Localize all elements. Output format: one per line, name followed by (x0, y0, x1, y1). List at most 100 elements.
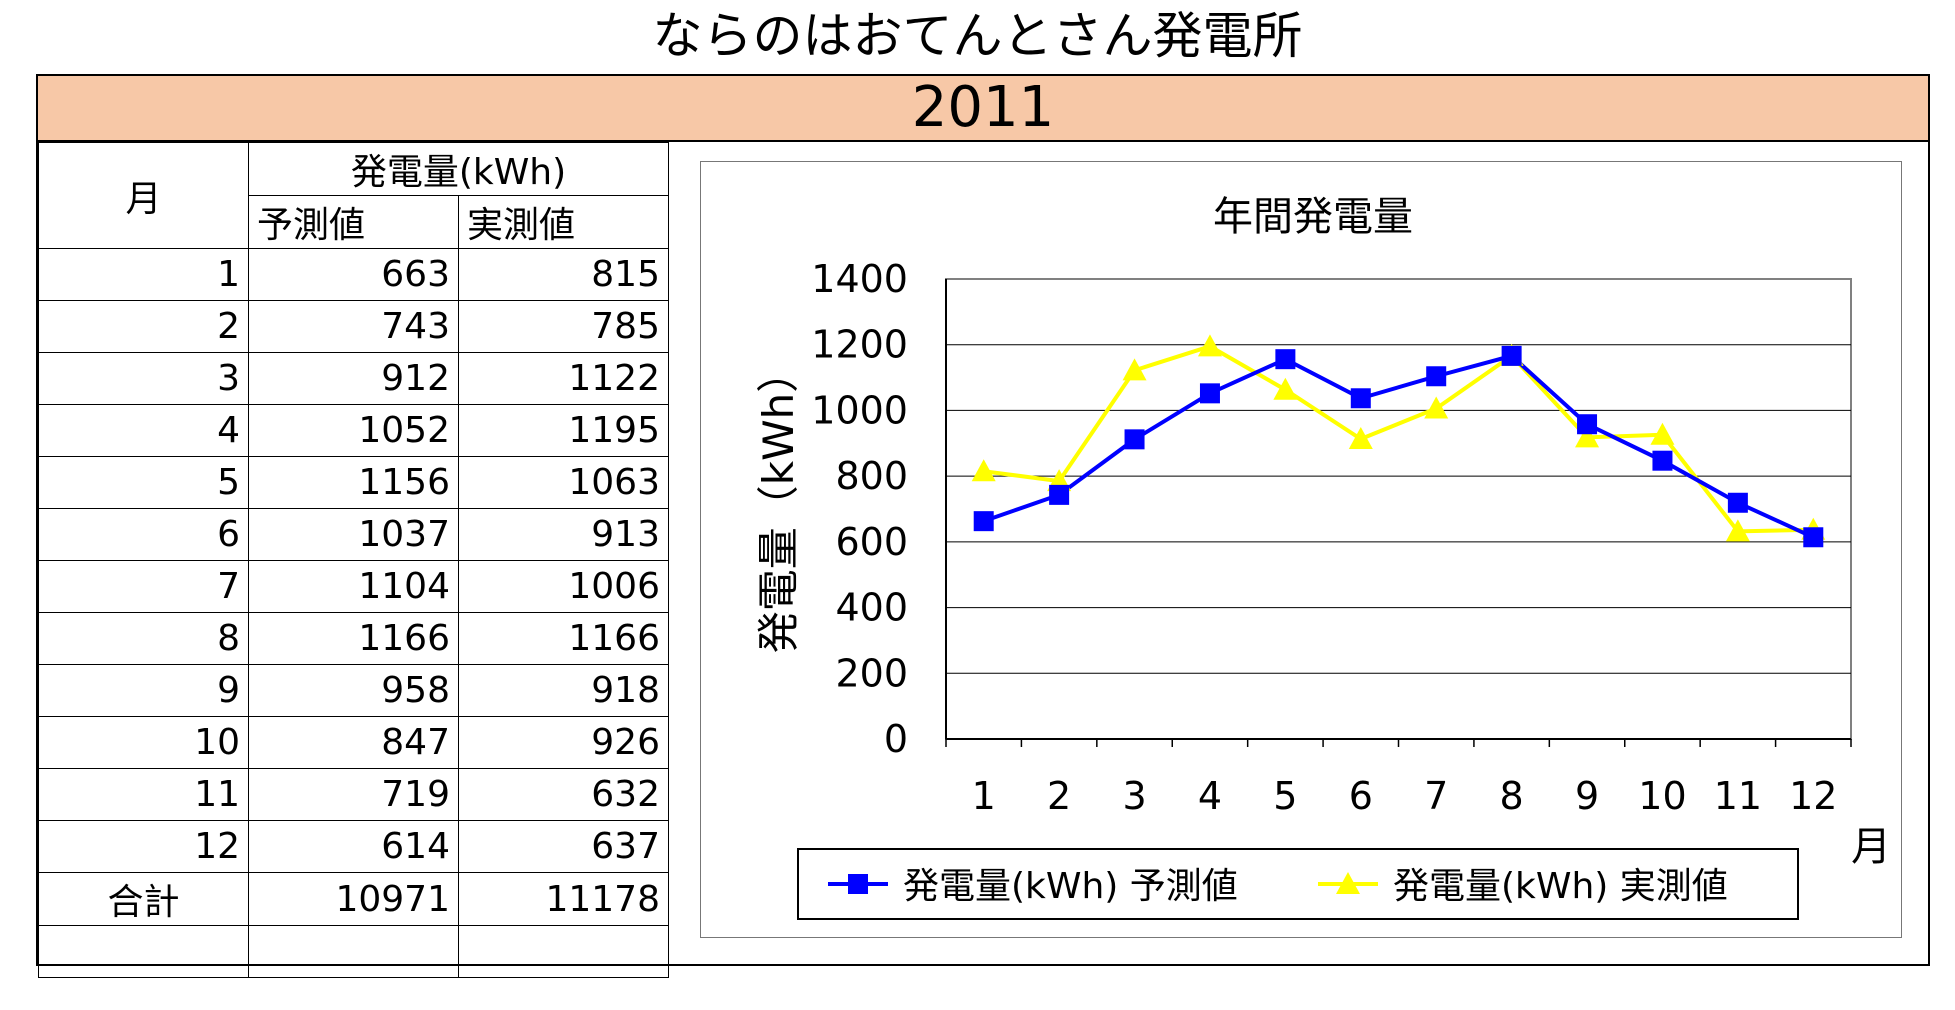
actual-cell: 1006 (458, 560, 669, 613)
forecast-cell: 1156 (248, 456, 459, 509)
data-point-forecast (1049, 484, 1070, 505)
y-axis-label: 発電量（kWh） (754, 351, 803, 653)
actual-cell: 1195 (458, 404, 669, 457)
data-point-actual (1725, 519, 1750, 542)
x-tick-label: 1 (972, 774, 996, 818)
x-tick-label: 8 (1500, 774, 1524, 818)
empty-row (38, 925, 677, 978)
total-actual: 11178 (458, 872, 669, 926)
x-tick-label: 6 (1349, 774, 1373, 818)
forecast-cell: 614 (248, 820, 459, 873)
forecast-cell: 663 (248, 248, 459, 301)
data-point-forecast (1577, 414, 1598, 435)
table-row: 2 743 785 (38, 300, 677, 353)
month-cell: 12 (38, 820, 249, 873)
actual-cell: 913 (458, 508, 669, 561)
x-tick-label: 3 (1122, 774, 1146, 818)
data-point-forecast (1350, 388, 1371, 409)
data-table: 月 発電量(kWh) 予測値 実測値 1 663 815 2 743 785 3 912 112… (38, 142, 677, 978)
data-point-forecast (1426, 366, 1447, 387)
legend-label: 発電量(kWh) 予測値 (903, 866, 1238, 907)
x-tick-label: 12 (1789, 774, 1837, 818)
y-tick-label: 200 (835, 651, 908, 695)
chart-area: 0 200 400 600 800 1000 1200 1400 1 2 3 4 5 6 7 8 9 10 11 12… (700, 161, 1902, 938)
legend-marker (1336, 872, 1360, 894)
table-row: 5 1156 1063 (38, 456, 677, 509)
series-line (983, 344, 1814, 534)
table-row: 7 1104 1006 (38, 560, 677, 613)
table-row: 3 912 1122 (38, 352, 677, 405)
month-cell: 3 (38, 352, 249, 405)
forecast-cell: 958 (248, 664, 459, 717)
actual-cell: 637 (458, 820, 669, 873)
legend-box (797, 848, 1799, 920)
total-label: 合計 (38, 872, 249, 926)
data-point-forecast (1501, 345, 1522, 366)
data-point-actual (1273, 377, 1298, 400)
y-tick-label: 400 (835, 586, 908, 630)
month-cell: 10 (38, 716, 249, 769)
y-tick-label: 800 (835, 454, 908, 498)
month-cell: 2 (38, 300, 249, 353)
forecast-cell: 847 (248, 716, 459, 769)
actual-cell: 632 (458, 768, 669, 821)
data-point-actual (1575, 425, 1600, 448)
y-tick-label: 1400 (811, 257, 908, 301)
x-tick-label: 5 (1273, 774, 1297, 818)
actual-cell: 785 (458, 300, 669, 353)
data-point-forecast (1124, 429, 1145, 450)
y-tick-label: 1200 (811, 323, 908, 367)
forecast-cell: 1166 (248, 612, 459, 665)
actual-header: 実測値 (458, 195, 669, 249)
year-banner: 2011 (38, 76, 1928, 142)
month-cell: 7 (38, 560, 249, 613)
month-cell: 4 (38, 404, 249, 457)
table-row: 4 1052 1195 (38, 404, 677, 457)
table-row: 1 663 815 (38, 248, 677, 301)
y-tick-label: 600 (835, 520, 908, 564)
table-row: 9 958 918 (38, 664, 677, 717)
series-line (983, 353, 1815, 540)
x-tick-label: 2 (1047, 774, 1071, 818)
month-cell: 1 (38, 248, 249, 301)
month-cell: 6 (38, 508, 249, 561)
actual-cell: 1122 (458, 352, 669, 405)
empty-cell (248, 925, 459, 978)
forecast-cell: 1052 (248, 404, 459, 457)
legend-label: 発電量(kWh) 実測値 (1393, 866, 1728, 907)
data-point-actual (1122, 358, 1147, 381)
month-cell: 5 (38, 456, 249, 509)
x-tick-label: 7 (1424, 774, 1448, 818)
forecast-header: 予測値 (248, 195, 459, 249)
month-cell: 8 (38, 612, 249, 665)
empty-cell (38, 925, 249, 978)
data-point-actual (1424, 396, 1449, 419)
empty-cell (458, 925, 669, 978)
report-frame: 2011 月 発電量(kWh) 予測値 実測値 1 663 815 2 743 785 3 9… (36, 74, 1930, 978)
data-point-forecast (1275, 349, 1296, 370)
data-point-actual (971, 459, 996, 482)
forecast-cell: 912 (248, 352, 459, 405)
x-tick-label: 10 (1638, 774, 1686, 818)
forecast-cell: 1104 (248, 560, 459, 613)
x-tick-label: 11 (1714, 774, 1762, 818)
plot-area (945, 278, 1852, 740)
forecast-cell: 743 (248, 300, 459, 353)
actual-cell: 1063 (458, 456, 669, 509)
actual-cell: 926 (458, 716, 669, 769)
actual-cell: 918 (458, 664, 669, 717)
data-point-actual (1650, 422, 1675, 445)
month-header: 月 (38, 142, 249, 249)
actual-cell: 1166 (458, 612, 669, 665)
table-row: 8 1166 1166 (38, 612, 677, 665)
page-title: ならのはおてんとさん発電所 (652, 7, 1303, 65)
x-tick-label: 9 (1575, 774, 1599, 818)
data-point-forecast (1199, 383, 1220, 404)
data-point-forecast (1727, 492, 1748, 513)
data-point-actual (1197, 334, 1222, 357)
month-cell: 9 (38, 664, 249, 717)
total-forecast: 10971 (248, 872, 459, 926)
forecast-cell: 1037 (248, 508, 459, 561)
table-row: 10 847 926 (38, 716, 677, 769)
